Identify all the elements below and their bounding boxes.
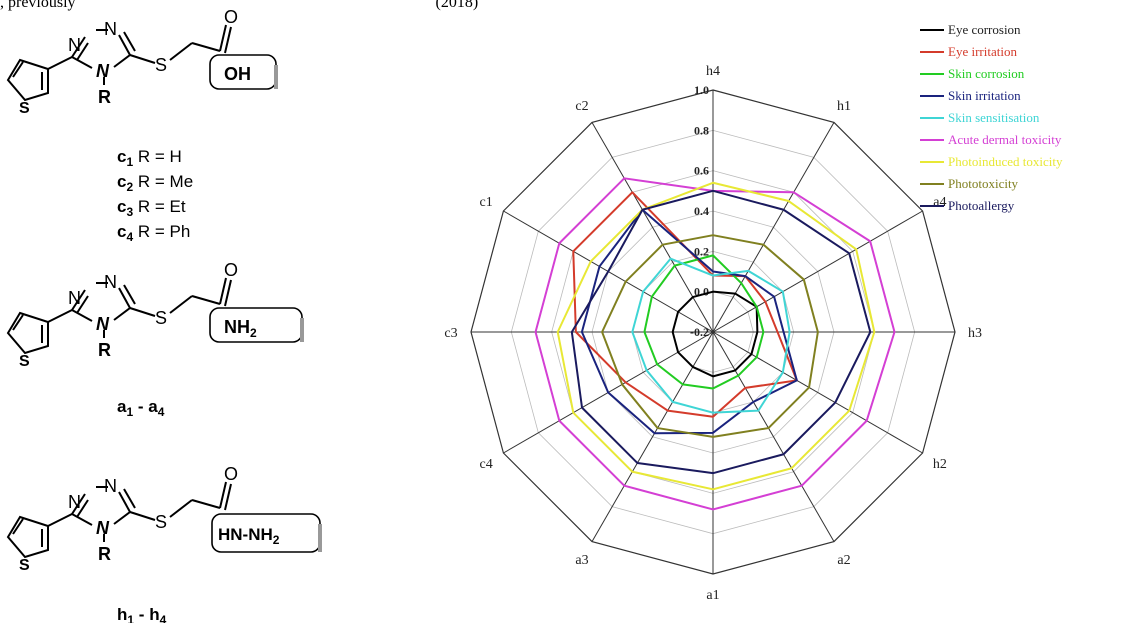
structure-c-series: S N N N R S O OH bbox=[7, 7, 278, 117]
legend-label: Skin corrosion bbox=[948, 66, 1025, 81]
atom-n4: N bbox=[96, 518, 110, 538]
axis-label-h4: h4 bbox=[706, 64, 720, 79]
atom-n2: N bbox=[104, 272, 117, 292]
c4-label: c4 R = Ph bbox=[117, 222, 190, 244]
atom-n4: N bbox=[96, 314, 110, 334]
legend-label: Phototoxicity bbox=[948, 176, 1019, 191]
legend-label: Photoinduced toxicity bbox=[948, 154, 1063, 169]
atom-thiophene-s: S bbox=[19, 557, 30, 574]
axis-label-a3: a3 bbox=[575, 553, 588, 568]
r-group-label: R bbox=[98, 87, 111, 107]
atom-s-link: S bbox=[155, 512, 167, 532]
tick-label: 1.0 bbox=[694, 83, 709, 97]
series-line-eye-irritation bbox=[572, 191, 798, 418]
atom-o: O bbox=[224, 260, 238, 280]
series-lines bbox=[534, 177, 896, 511]
grid-spoke bbox=[591, 122, 714, 333]
amide-group: NH2 bbox=[224, 317, 257, 340]
legend-label: Skin sensitisation bbox=[948, 110, 1040, 125]
atom-n1: N bbox=[68, 288, 81, 308]
legend: Eye corrosion Eye irritation Skin corrosio… bbox=[920, 22, 1063, 213]
tick-label: 0.6 bbox=[694, 164, 709, 178]
axis-label-a2: a2 bbox=[837, 553, 850, 568]
atom-n2: N bbox=[104, 19, 117, 39]
grid-spoke bbox=[712, 210, 923, 333]
caption-fragment-start: , previously bbox=[0, 0, 76, 11]
structure-a-series: S N N N R S O NH2 bbox=[7, 260, 304, 370]
series-line-eye-corrosion bbox=[671, 290, 759, 378]
series-line-acute-dermal-toxicity bbox=[534, 177, 896, 511]
atom-n1: N bbox=[68, 492, 81, 512]
series-line-photoinduced-toxicity bbox=[556, 181, 876, 491]
structures-drawing: S N N N R S O OH c1 R = H c2 R = Me c3 R… bbox=[7, 7, 322, 627]
legend-label: Skin irritation bbox=[948, 88, 1021, 103]
atom-s-link: S bbox=[155, 308, 167, 328]
grid-spoke bbox=[712, 122, 835, 333]
c1-label: c1 R = H bbox=[117, 147, 182, 169]
axis-label-h2: h2 bbox=[933, 457, 947, 472]
a-series-range-label: a1 - a4 bbox=[117, 397, 165, 419]
axis-label-c1: c1 bbox=[479, 195, 492, 210]
radar-chart: -0.20.00.20.40.60.81.0 h4h1a4h3h2a2a1a3c… bbox=[444, 22, 1063, 603]
legend-label: Eye irritation bbox=[948, 44, 1017, 59]
r-group-label: R bbox=[98, 544, 111, 564]
legend-label: Eye corrosion bbox=[948, 22, 1021, 37]
legend-label: Photoallergy bbox=[948, 198, 1015, 213]
r-group-label: R bbox=[98, 340, 111, 360]
atom-thiophene-s: S bbox=[19, 353, 30, 370]
axis-label-a1: a1 bbox=[706, 588, 719, 603]
tick-label: 0.2 bbox=[694, 244, 709, 258]
axis-label-h3: h3 bbox=[968, 326, 982, 341]
tick-label: 0.4 bbox=[694, 204, 709, 218]
hydrazide-group: HN-NH2 bbox=[218, 525, 280, 547]
c-series-labels: c1 R = H c2 R = Me c3 R = Et c4 R = Ph bbox=[117, 147, 193, 244]
series-line-photoallergy bbox=[570, 189, 872, 475]
caption-fragment-end: (2018) bbox=[435, 0, 479, 11]
axis-labels: h4 h1 a4 h3 h2 a2 a1 a3 c4 c3 c1 c2 bbox=[444, 64, 982, 603]
c3-label: c3 R = Et bbox=[117, 197, 186, 219]
tick-label: 0.8 bbox=[694, 123, 709, 137]
axis-label-c3: c3 bbox=[444, 326, 457, 341]
series-line-phototoxicity bbox=[601, 234, 819, 438]
axis-label-c4: c4 bbox=[479, 457, 492, 472]
series-line-skin-corrosion bbox=[643, 254, 765, 390]
series-line-skin-sensitisation bbox=[631, 257, 791, 414]
tick-label: -0.2 bbox=[690, 325, 709, 339]
h-series-range-label: h1 - h4 bbox=[117, 605, 167, 623]
radar-grid bbox=[470, 89, 956, 575]
axis-label-a4: a4 bbox=[933, 195, 946, 210]
grid-spoke bbox=[712, 331, 923, 454]
atom-n1: N bbox=[68, 35, 81, 55]
carboxylic-acid-group: OH bbox=[224, 64, 251, 84]
structure-h-series: S N N N R S O HN-NH2 bbox=[7, 464, 322, 574]
legend-label: Acute dermal toxicity bbox=[948, 132, 1062, 147]
chemical-structures-panel: S N N N R S O OH c1 R = H c2 R = Me c3 R… bbox=[0, 0, 340, 627]
atom-o: O bbox=[224, 7, 238, 27]
atom-thiophene-s: S bbox=[19, 100, 30, 117]
atom-n2: N bbox=[104, 476, 117, 496]
axis-label-h1: h1 bbox=[837, 99, 851, 114]
axis-label-c2: c2 bbox=[575, 99, 588, 114]
atom-s-link: S bbox=[155, 55, 167, 75]
c2-label: c2 R = Me bbox=[117, 172, 193, 194]
radar-chart-panel: -0.2 0.0 0.2 0.4 0.6 0.8 1.0 h4 h1 a4 h3 h2 a2 a1 a3 c… bbox=[340, 0, 1133, 623]
radial-ticks: -0.20.00.20.40.60.81.0 bbox=[690, 83, 709, 339]
atom-o: O bbox=[224, 464, 238, 484]
atom-n4: N bbox=[96, 61, 110, 81]
caption-fragment: , previously (2018) bbox=[0, 0, 478, 12]
series-line-skin-irritation bbox=[580, 208, 798, 435]
grid-spoke bbox=[712, 331, 835, 542]
